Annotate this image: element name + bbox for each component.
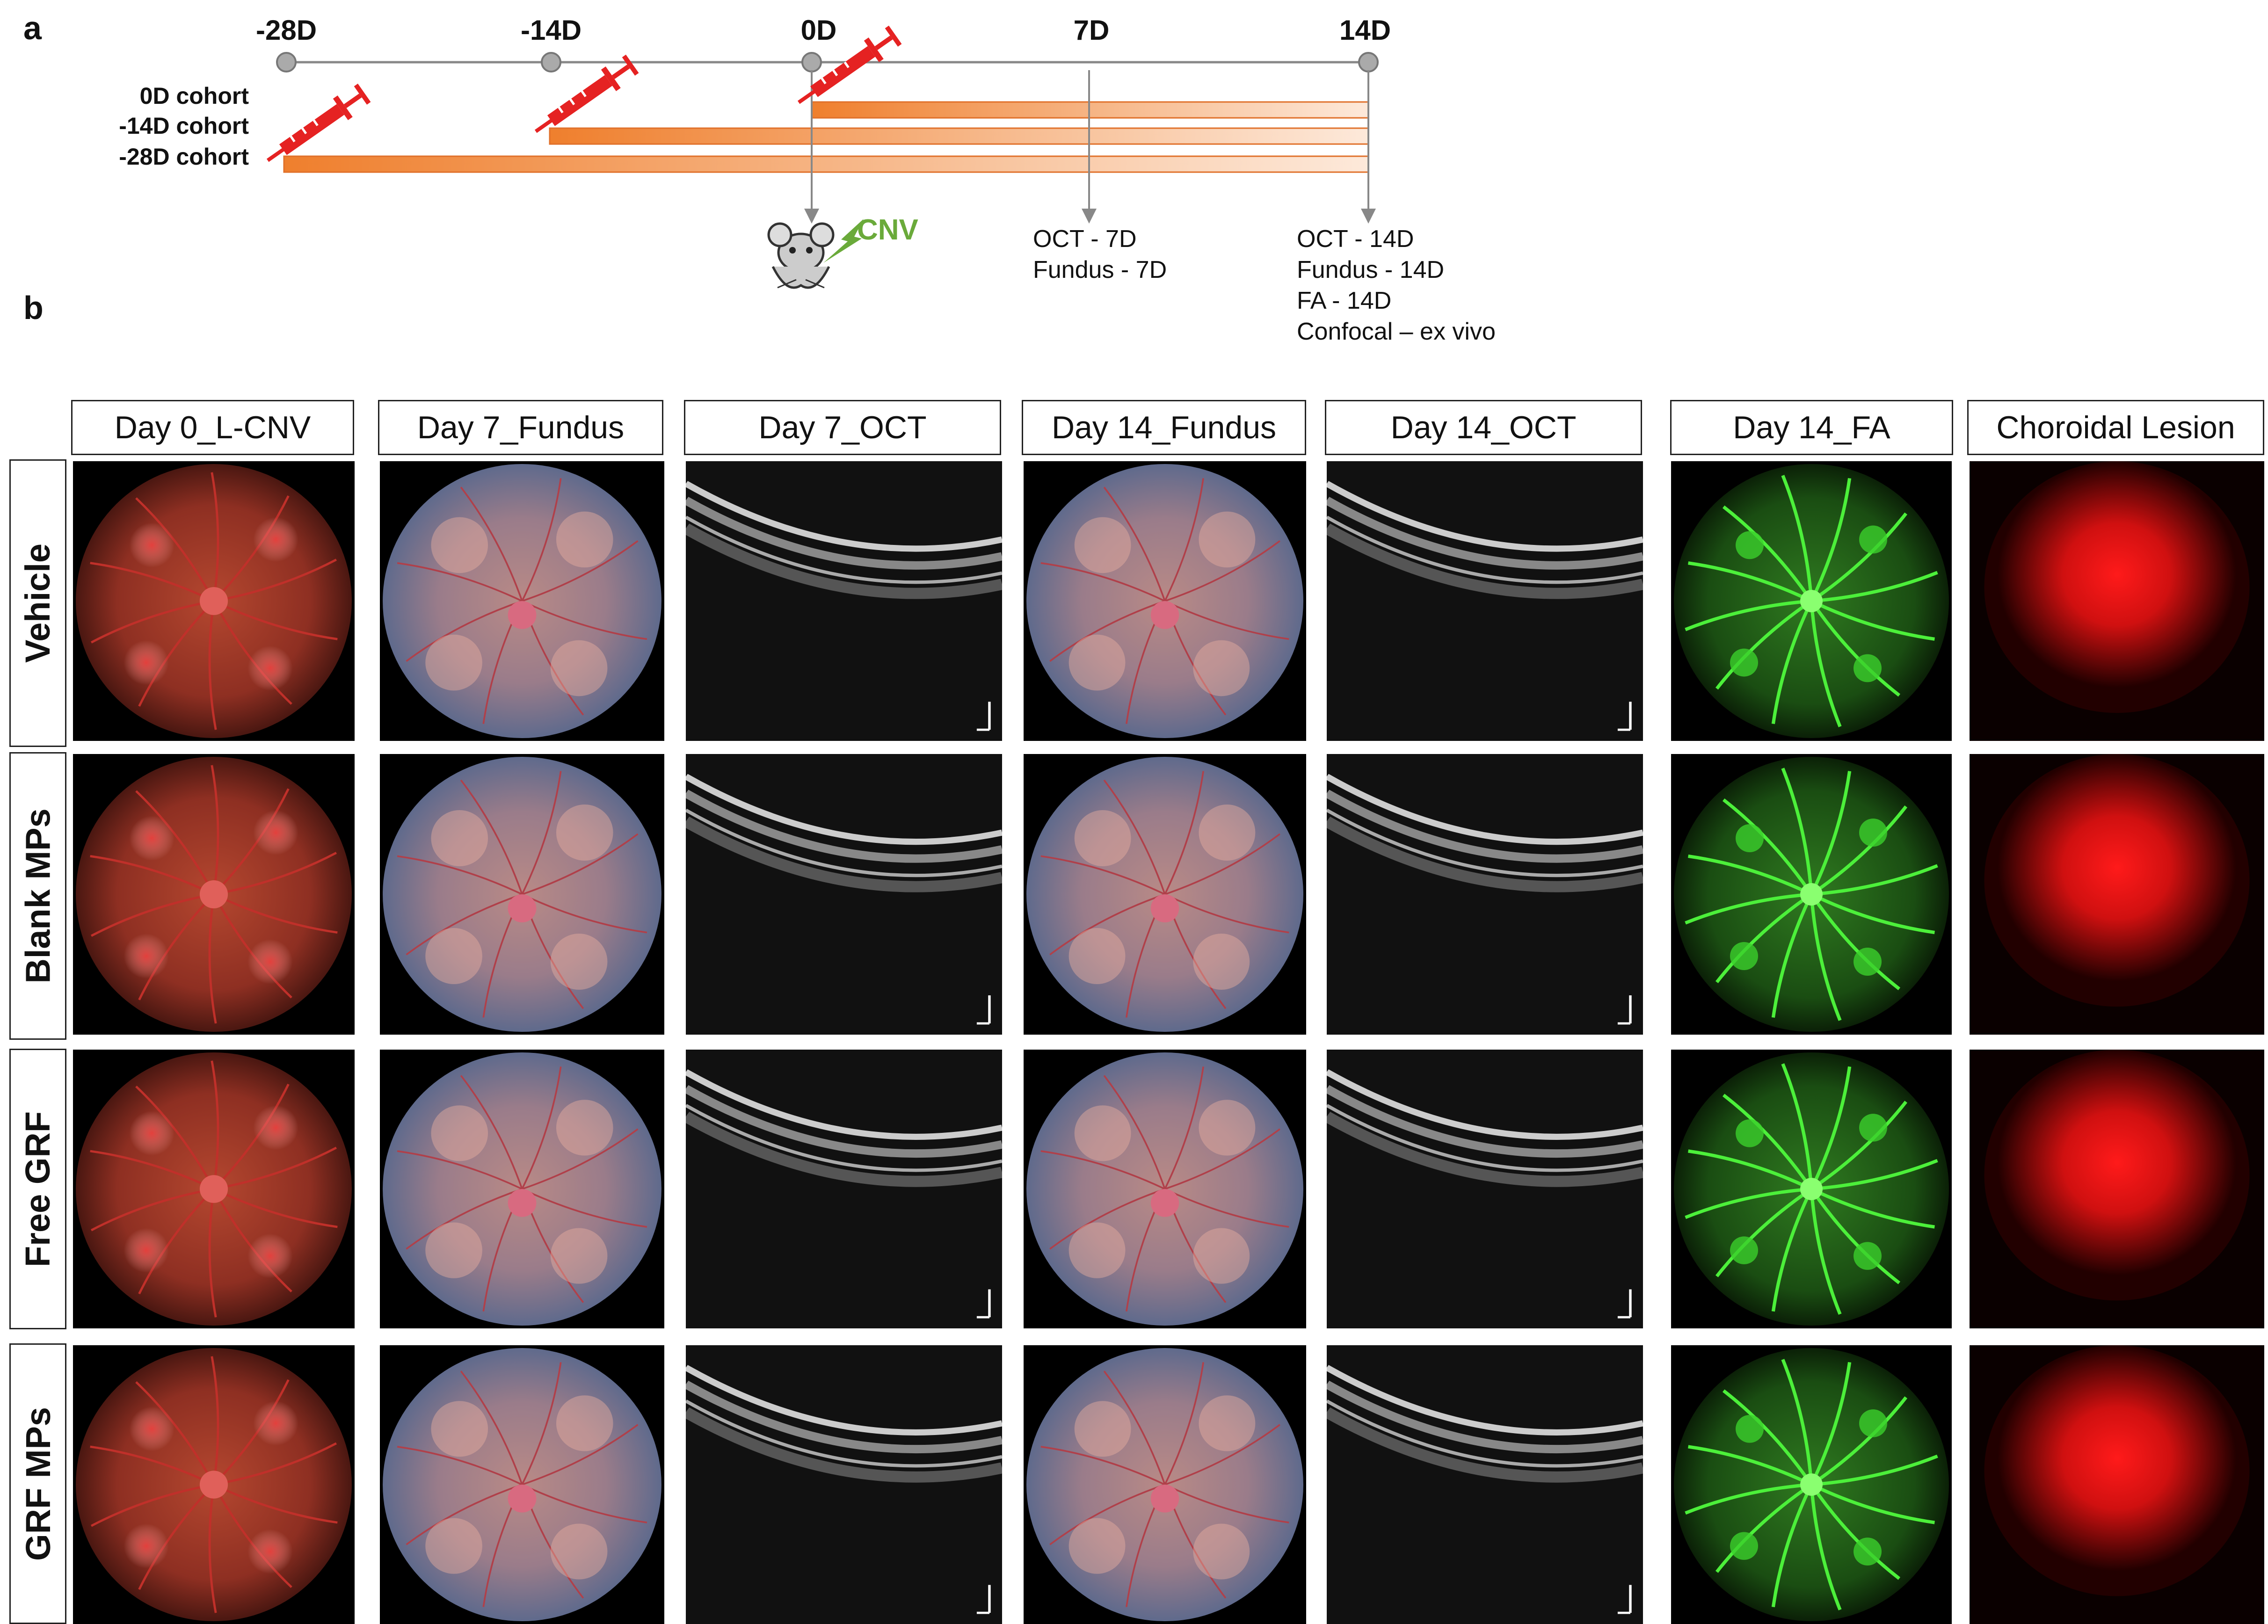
- image-free-grf-day7-oct: [686, 1050, 1002, 1328]
- annotation-7d-oct: OCT - 7D: [1033, 225, 1137, 253]
- tick-dot-m28: [276, 52, 297, 72]
- row-header-grf-mps: GRF MPs: [9, 1343, 66, 1624]
- image-free-grf-day14-fundus: [1024, 1050, 1306, 1328]
- tick-label-0d: 0D: [800, 14, 837, 46]
- image-blank-mps-day7-oct: [686, 754, 1002, 1035]
- tick-label-7d: 7D: [1073, 14, 1110, 46]
- annotation-14d-fundus: Fundus - 14D: [1297, 256, 1445, 283]
- image-grf-mps-day7-fundus: [380, 1345, 664, 1624]
- tick-dot-0: [801, 52, 822, 72]
- syringe-icon-m28: [266, 83, 371, 162]
- image-vehicle-day14-fa: [1671, 461, 1952, 741]
- column-header-day14-fundus: Day 14_Fundus: [1022, 400, 1306, 455]
- row-header-blank-mps: Blank MPs: [9, 752, 66, 1040]
- row-header-free-grf: Free GRF: [9, 1049, 66, 1329]
- image-blank-mps-day14-oct: [1327, 754, 1643, 1035]
- image-blank-mps-day0-lcnv: [73, 754, 355, 1035]
- row-label-grf-mps: GRF MPs: [18, 1406, 58, 1561]
- tick-label-m28d: -28D: [255, 14, 317, 46]
- column-header-choroidal-lesion: Choroidal Lesion: [1967, 400, 2264, 455]
- column-header-day14-oct: Day 14_OCT: [1325, 400, 1642, 455]
- cohort-bar-m14d: [549, 127, 1369, 145]
- timeline-graphic: [266, 25, 1379, 289]
- column-header-day7-fundus: Day 7_Fundus: [378, 400, 663, 455]
- image-grf-mps-day0-lcnv: [73, 1345, 355, 1624]
- annotation-14d-fa: FA - 14D: [1297, 287, 1392, 314]
- tick-dot-14: [1358, 52, 1379, 72]
- column-header-day0-lcnv: Day 0_L-CNV: [71, 400, 354, 455]
- column-header-day7-oct: Day 7_OCT: [684, 400, 1001, 455]
- tick-dot-m14: [541, 52, 561, 72]
- image-blank-mps-choroidal-lesion: [1970, 754, 2264, 1035]
- row-label-vehicle: Vehicle: [18, 543, 58, 663]
- image-vehicle-day0-lcnv: [73, 461, 355, 741]
- image-free-grf-choroidal-lesion: [1970, 1050, 2264, 1328]
- image-grf-mps-day7-oct: [686, 1345, 1002, 1624]
- annotation-14d-oct: OCT - 14D: [1297, 225, 1414, 253]
- panel-letter-b: b: [23, 290, 44, 326]
- mouse-icon: [767, 222, 835, 289]
- image-vehicle-day14-oct: [1327, 461, 1643, 741]
- image-free-grf-day14-oct: [1327, 1050, 1643, 1328]
- image-free-grf-day0-lcnv: [73, 1050, 355, 1328]
- row-label-blank-mps: Blank MPs: [18, 808, 58, 984]
- image-vehicle-day7-oct: [686, 461, 1002, 741]
- image-vehicle-choroidal-lesion: [1970, 461, 2264, 741]
- image-grf-mps-choroidal-lesion: [1970, 1345, 2264, 1624]
- image-blank-mps-day14-fa: [1671, 754, 1952, 1035]
- cohort-label-m14d: -14D cohort: [119, 113, 249, 139]
- row-header-vehicle: Vehicle: [9, 459, 66, 747]
- tick-label-14d: 14D: [1339, 14, 1391, 46]
- panel-letter-a: a: [23, 10, 42, 46]
- image-vehicle-day14-fundus: [1024, 461, 1306, 741]
- annotation-7d: OCT - 7D Fundus - 7D: [1033, 224, 1167, 285]
- row-label-free-grf: Free GRF: [18, 1111, 58, 1267]
- image-free-grf-day7-fundus: [380, 1050, 664, 1328]
- image-grf-mps-day14-fa: [1671, 1345, 1952, 1624]
- laser-bolt-icon: [823, 219, 864, 263]
- image-blank-mps-day7-fundus: [380, 754, 664, 1035]
- image-vehicle-day7-fundus: [380, 461, 664, 741]
- cohort-label-m28d: -28D cohort: [119, 144, 249, 170]
- image-free-grf-day14-fa: [1671, 1050, 1952, 1328]
- annotation-14d-confocal: Confocal – ex vivo: [1297, 318, 1496, 345]
- column-header-day14-fa: Day 14_FA: [1670, 400, 1953, 455]
- tick-label-m14d: -14D: [520, 14, 582, 46]
- cohort-bar-m28d: [283, 155, 1369, 173]
- annotation-7d-fundus: Fundus - 7D: [1033, 256, 1167, 283]
- syringe-icon-0: [797, 25, 902, 104]
- image-blank-mps-day14-fundus: [1024, 754, 1306, 1035]
- image-grf-mps-day14-oct: [1327, 1345, 1643, 1624]
- cnv-label: CNV: [857, 214, 918, 246]
- syringe-icon-m14: [534, 54, 639, 133]
- annotation-14d: OCT - 14D Fundus - 14D FA - 14D Confocal…: [1297, 224, 1496, 347]
- image-grf-mps-day14-fundus: [1024, 1345, 1306, 1624]
- cohort-label-0d: 0D cohort: [139, 83, 249, 109]
